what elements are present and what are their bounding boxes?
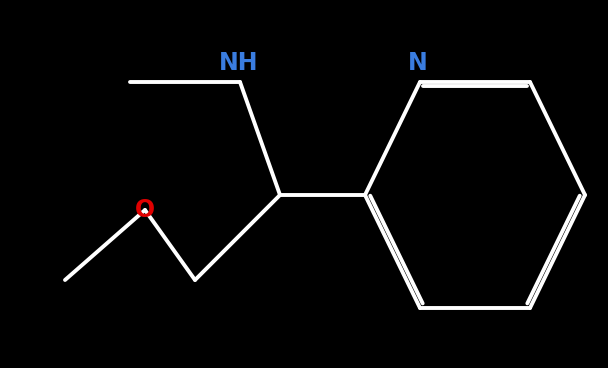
Text: N: N: [409, 51, 428, 75]
Text: NH: NH: [219, 51, 258, 75]
Text: O: O: [135, 198, 155, 222]
